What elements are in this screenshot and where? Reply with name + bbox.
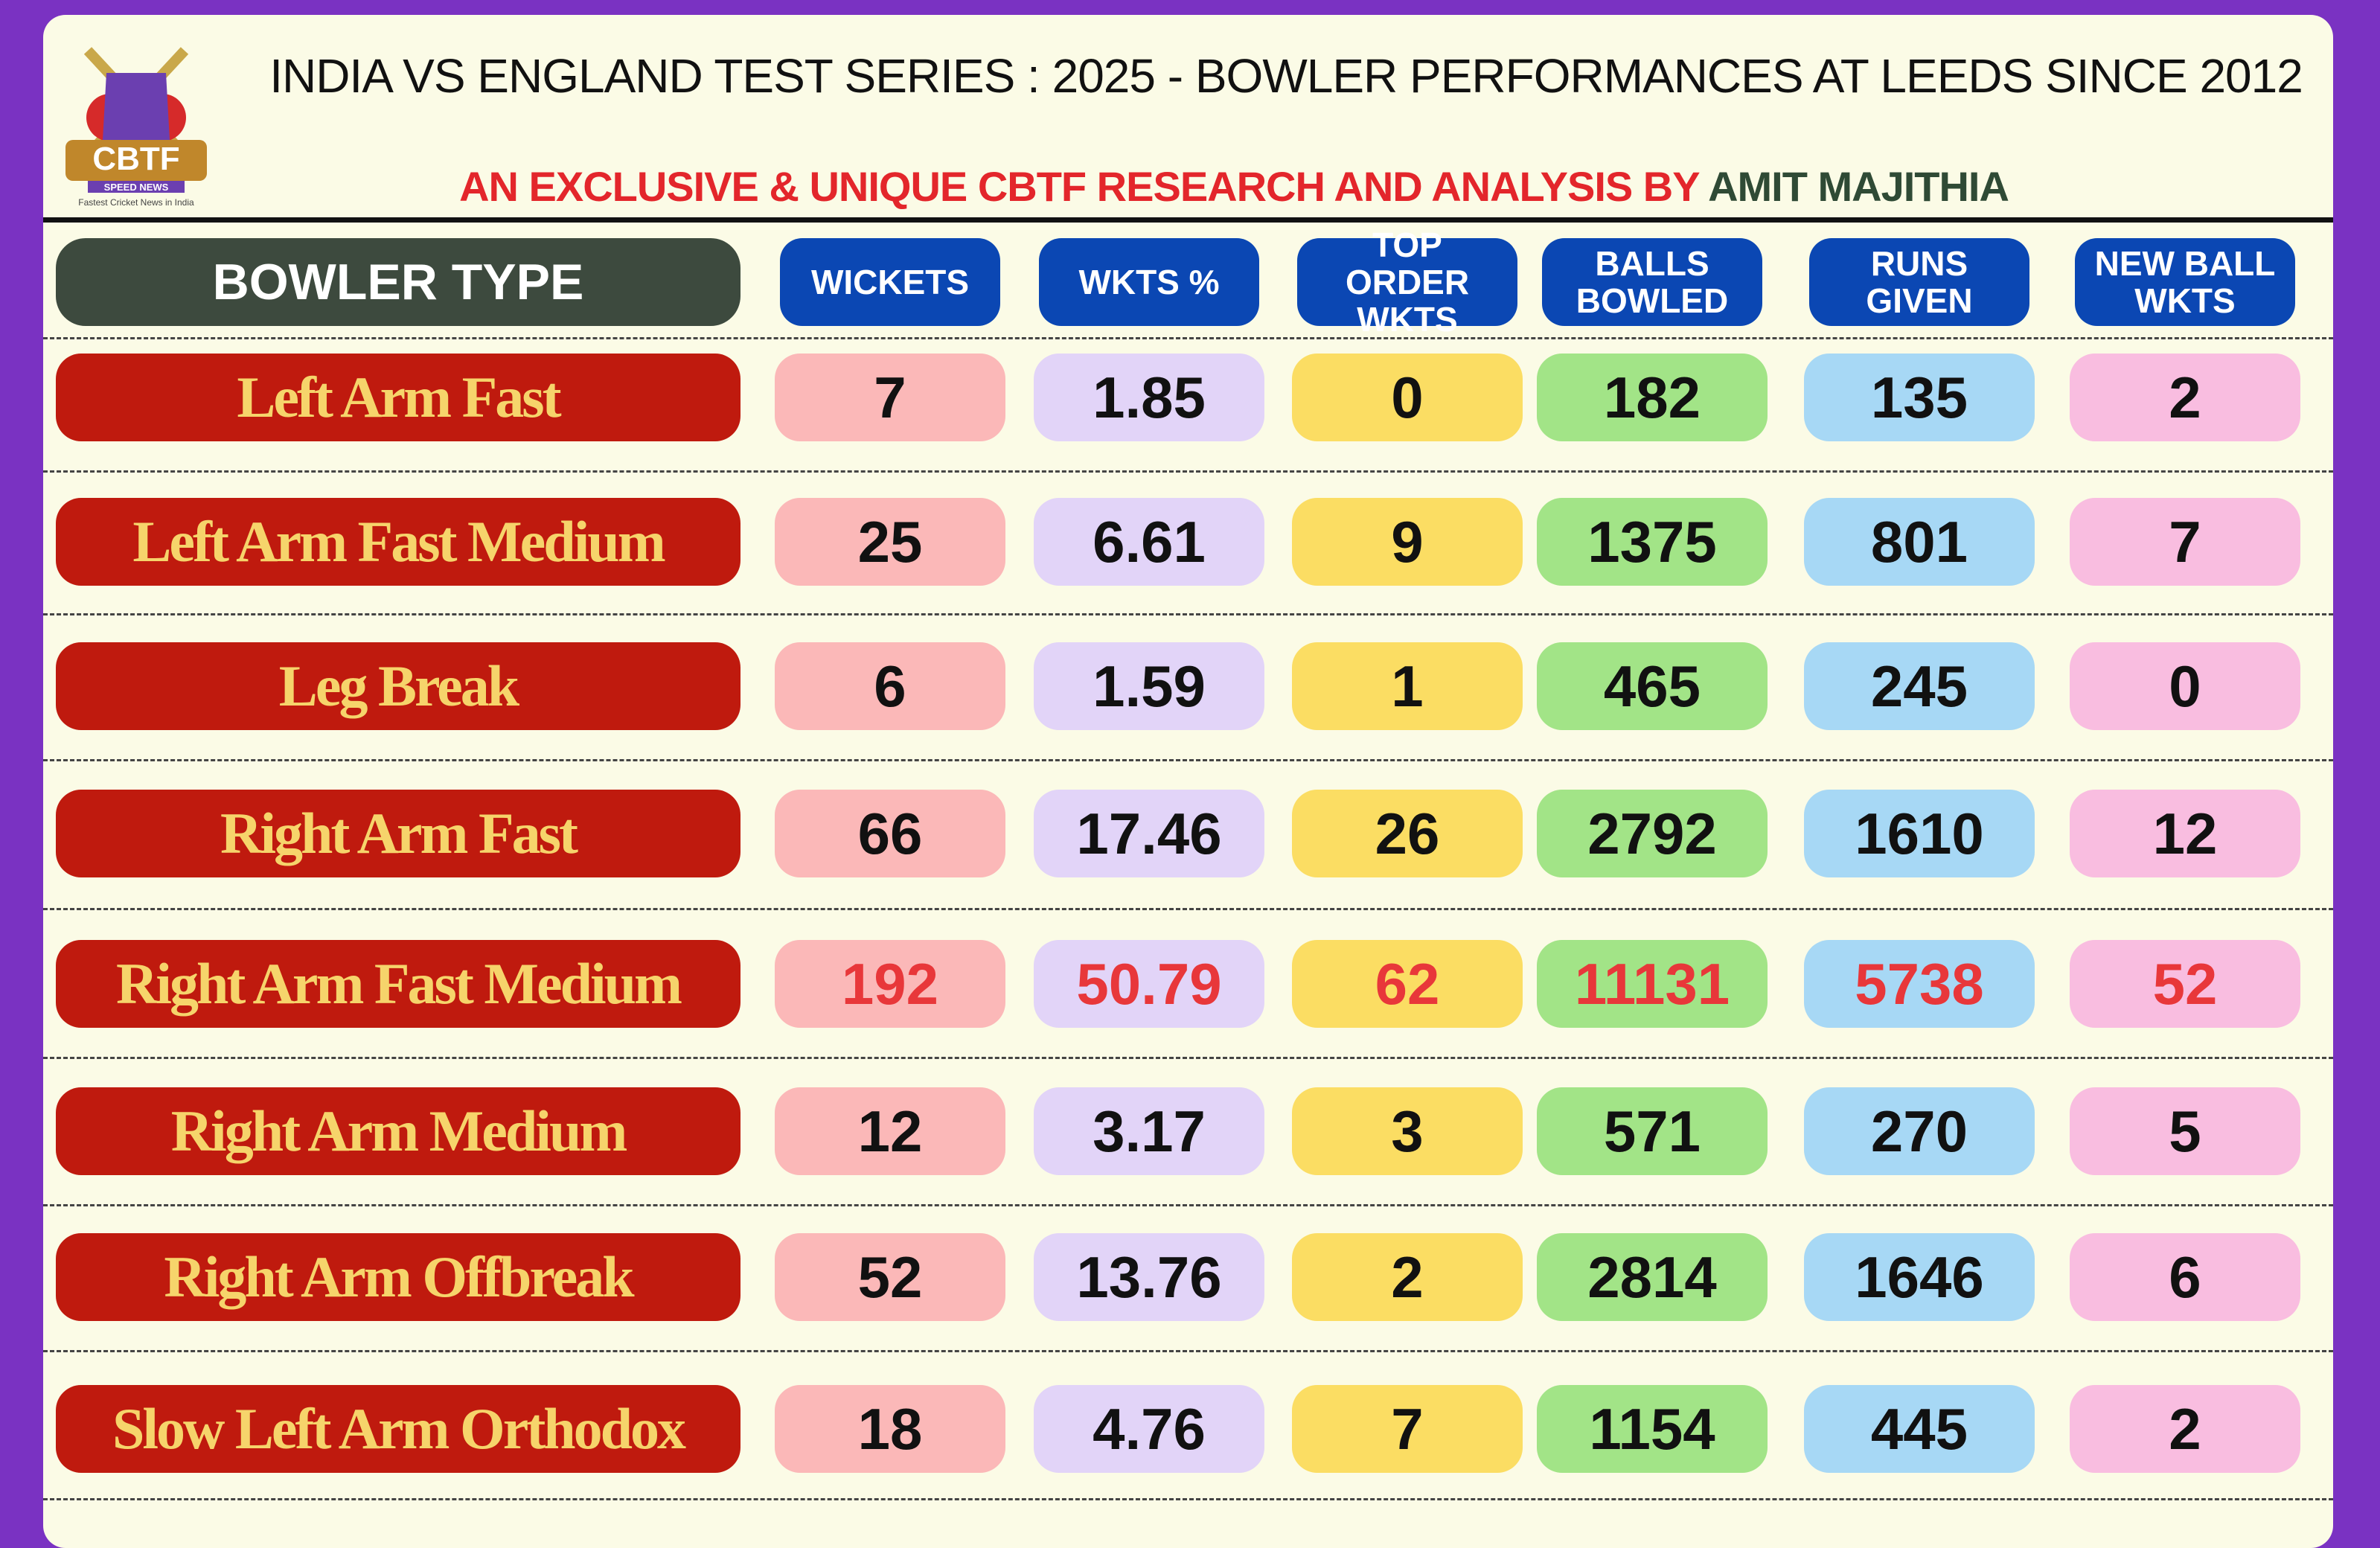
column-header: BALLS BOWLED [1542, 238, 1762, 326]
cell-value: 2 [2070, 354, 2300, 441]
title: INDIA VS ENGLAND TEST SERIES : 2025 - BO… [269, 49, 2303, 103]
logo-motto: Fastest Cricket News in India [78, 197, 194, 208]
logo-banner [65, 140, 207, 181]
row-divider [43, 1350, 2333, 1352]
cell-value: 17.46 [1034, 790, 1264, 877]
cell-value: 50.79 [1034, 940, 1264, 1028]
cell-value: 135 [1804, 354, 2035, 441]
cell-value: 52 [775, 1233, 1005, 1321]
cell-value: 52 [2070, 940, 2300, 1028]
cell-value: 1 [1292, 642, 1523, 730]
subtitle-text: AN EXCLUSIVE & UNIQUE CBTF RESEARCH AND … [459, 163, 1700, 210]
cell-value: 11131 [1537, 940, 1768, 1028]
cell-value: 3 [1292, 1087, 1523, 1175]
cell-value: 245 [1804, 642, 2035, 730]
cell-value: 571 [1537, 1087, 1768, 1175]
cell-value: 26 [1292, 790, 1523, 877]
cell-value: 465 [1537, 642, 1768, 730]
cell-value: 25 [775, 498, 1005, 586]
cell-value: 4.76 [1034, 1385, 1264, 1473]
cell-value: 1646 [1804, 1233, 2035, 1321]
column-header: BOWLER TYPE [56, 238, 740, 326]
row-divider [43, 337, 2333, 339]
author: AMIT MAJITHIA [1708, 163, 2009, 210]
column-header: WKTS % [1039, 238, 1259, 326]
cell-value: 12 [775, 1087, 1005, 1175]
row-divider [43, 1204, 2333, 1206]
subtitle: AN EXCLUSIVE & UNIQUE CBTF RESEARCH AND … [192, 162, 2276, 211]
logo-strip [88, 181, 185, 193]
cell-value: 0 [1292, 354, 1523, 441]
card: CBTF SPEED NEWS Fastest Cricket News in … [43, 15, 2333, 1548]
cell-value: 801 [1804, 498, 2035, 586]
cell-value: 445 [1804, 1385, 2035, 1473]
column-header: NEW BALL WKTS [2075, 238, 2295, 326]
cell-value: 66 [775, 790, 1005, 877]
row-divider [43, 1498, 2333, 1500]
column-header: RUNS GIVEN [1809, 238, 2029, 326]
cell-value: 1.59 [1034, 642, 1264, 730]
cell-value: 13.76 [1034, 1233, 1264, 1321]
row-divider [43, 1057, 2333, 1059]
logo: CBTF SPEED NEWS Fastest Cricket News in … [65, 47, 207, 208]
cell-value: 1.85 [1034, 354, 1264, 441]
bowler-type: Right Arm Fast [56, 790, 740, 877]
row-divider [43, 470, 2333, 473]
cell-value: 62 [1292, 940, 1523, 1028]
cell-value: 7 [1292, 1385, 1523, 1473]
bowler-type: Right Arm Offbreak [56, 1233, 740, 1321]
cell-value: 2814 [1537, 1233, 1768, 1321]
bowler-type: Right Arm Medium [56, 1087, 740, 1175]
row-divider [43, 759, 2333, 761]
cell-value: 6.61 [1034, 498, 1264, 586]
bowler-type: Left Arm Fast [56, 354, 740, 441]
logo-name: CBTF [92, 141, 179, 177]
cell-value: 6 [2070, 1233, 2300, 1321]
bowler-type: Leg Break [56, 642, 740, 730]
cell-value: 12 [2070, 790, 2300, 877]
cell-value: 7 [775, 354, 1005, 441]
bowler-type: Left Arm Fast Medium [56, 498, 740, 586]
cell-value: 182 [1537, 354, 1768, 441]
cell-value: 0 [2070, 642, 2300, 730]
row-divider [43, 908, 2333, 910]
cell-value: 192 [775, 940, 1005, 1028]
cell-value: 1154 [1537, 1385, 1768, 1473]
cell-value: 5738 [1804, 940, 2035, 1028]
logo-tagline: SPEED NEWS [104, 182, 169, 193]
cell-value: 18 [775, 1385, 1005, 1473]
column-header: WICKETS [780, 238, 1000, 326]
cell-value: 7 [2070, 498, 2300, 586]
shield [103, 73, 170, 140]
rule [43, 217, 2333, 223]
bowler-type: Slow Left Arm Orthodox [56, 1385, 740, 1473]
bowler-type: Right Arm Fast Medium [56, 940, 740, 1028]
cell-value: 2 [2070, 1385, 2300, 1473]
cell-value: 270 [1804, 1087, 2035, 1175]
column-header: TOP ORDER WKTS [1297, 226, 1517, 338]
cell-value: 1375 [1537, 498, 1768, 586]
cell-value: 6 [775, 642, 1005, 730]
cell-value: 2 [1292, 1233, 1523, 1321]
cell-value: 1610 [1804, 790, 2035, 877]
cell-value: 9 [1292, 498, 1523, 586]
cell-value: 5 [2070, 1087, 2300, 1175]
cell-value: 2792 [1537, 790, 1768, 877]
row-divider [43, 613, 2333, 615]
cell-value: 3.17 [1034, 1087, 1264, 1175]
